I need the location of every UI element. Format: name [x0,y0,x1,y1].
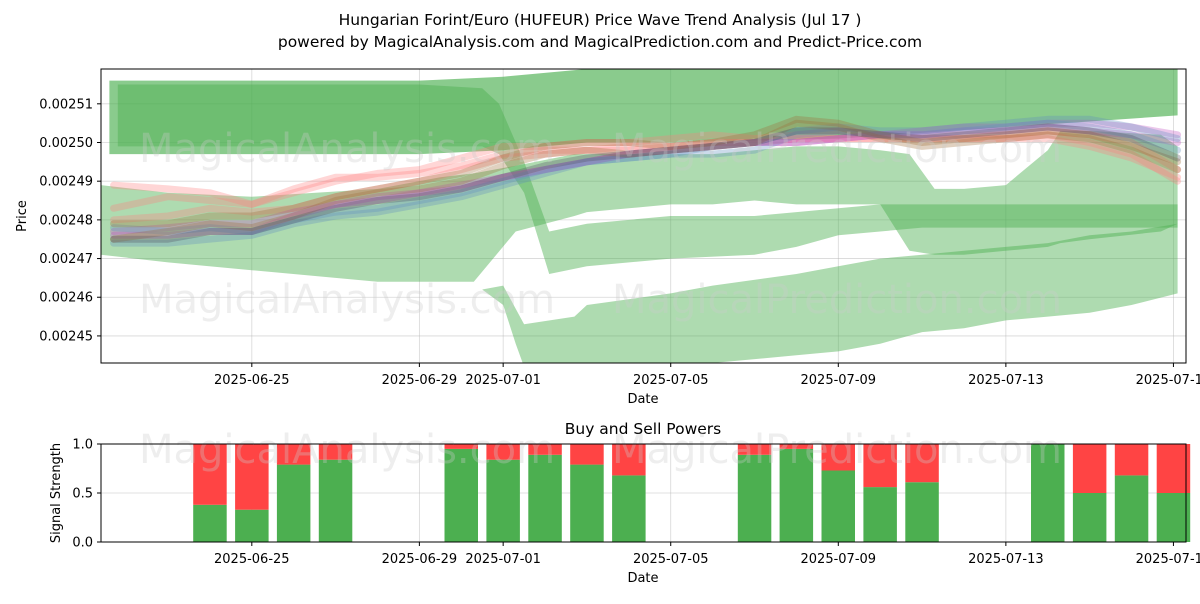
price-x-tick-label: 2025-07-17 [1136,373,1200,388]
sell-bar [1072,444,1107,493]
watermark-analysis-top: MagicalAnalysis.com [139,126,555,172]
buy-bar [1031,444,1065,542]
sell-bar [318,444,353,460]
signal-x-tick-label: 2025-07-01 [465,552,541,567]
buy-bar [863,487,897,542]
price-y-tick-label: 0.00250 [39,136,93,151]
signal-y-axis-label: Signal Strength [49,443,64,543]
signal-x-axis-label: Date [627,571,658,586]
sell-bar [528,444,562,455]
signal-x-tick-label: 2025-07-09 [801,552,877,567]
sell-bar [821,444,855,471]
price-x-tick-label: 2025-06-25 [214,373,290,388]
price-x-tick-label: 2025-06-29 [382,373,458,388]
price-y-tick-label: 0.00249 [39,175,93,190]
price-axis-ticks: 2025-06-25 2025-06-29 2025-07-01 2025-07-05… [39,97,1200,388]
sell-bar [779,444,814,449]
signal-x-tick-label: 2025-07-05 [633,552,709,567]
price-y-tick-label: 0.00248 [39,213,93,228]
sell-bar [570,444,604,465]
price-x-tick-label: 2025-07-01 [465,373,541,388]
buy-bar [444,448,478,542]
buy-bar [1114,475,1149,542]
watermark-prediction-mid: MagicalPrediction.com [612,277,1062,323]
price-series-purple-1 [110,119,1182,239]
sell-bar [612,444,646,476]
sell-bar [486,444,520,460]
buy-bar [612,475,646,542]
price-bands [101,69,1178,363]
chart-title-line1: Hungarian Forint/Euro (HUFEUR) Price Wav… [339,11,862,29]
wave-band-3 [117,84,1178,274]
sell-bar [276,444,311,465]
wave-band-1 [109,69,1178,155]
buy-bar [486,459,520,542]
price-x-tick-label: 2025-07-09 [801,373,877,388]
price-series-pink-2 [110,127,1182,208]
buy-bar [318,459,353,542]
signal-chart-title: Buy and Sell Powers [565,420,722,438]
price-series-blue-1 [110,115,1182,247]
buy-bar [779,448,814,542]
price-series-purple-2 [110,123,1182,235]
signal-y-tick-label: 0.5 [72,487,93,502]
signal-x-tick-label: 2025-06-25 [214,552,290,567]
sell-bar [235,444,269,510]
sell-bar [444,444,478,449]
sell-bar [1114,444,1149,476]
price-series-pink-1 [110,131,1182,212]
watermark-prediction-top: MagicalPrediction.com [612,126,1062,172]
buy-bar [905,482,939,542]
price-series-blue-2 [110,119,1182,235]
buy-bar [821,470,855,542]
price-series-brown-1 [110,119,1182,243]
signal-x-tick-label: 2025-07-13 [968,552,1044,567]
price-y-axis-label: Price [15,200,30,232]
buy-bar [570,464,604,542]
buy-bar [235,509,269,542]
buy-bar [193,504,227,542]
price-y-tick-label: 0.00245 [39,329,93,344]
price-chart: MagicalAnalysis.com MagicalPrediction.co… [15,68,1200,407]
wave-band-2 [101,130,1178,282]
signal-y-tick-label: 0.0 [72,536,93,551]
price-y-tick-label: 0.00247 [39,252,93,267]
buy-bar [276,464,311,542]
price-y-tick-label: 0.00246 [39,291,93,306]
signal-x-tick-label: 2025-07-17 [1136,552,1200,567]
sell-bar [905,444,939,483]
price-series-pink-3 [110,135,1182,224]
signal-bars [193,444,1191,542]
price-x-tick-label: 2025-07-05 [633,373,709,388]
watermark-prediction-bottom: MagicalPrediction.com [612,427,1062,473]
price-x-axis-label: Date [627,392,658,407]
sell-bar [1156,444,1191,493]
chart-title-line2: powered by MagicalAnalysis.com and Magic… [278,33,922,51]
wave-band-4 [377,223,1178,363]
sell-bar [193,444,227,505]
watermark-analysis-bottom: MagicalAnalysis.com [139,427,555,473]
price-series-dark-1 [110,123,1182,243]
watermark-analysis-mid: MagicalAnalysis.com [139,277,555,323]
buy-bar [528,454,562,542]
buy-bar [737,454,772,542]
signal-x-tick-label: 2025-06-29 [382,552,458,567]
signal-y-tick-label: 1.0 [72,438,93,453]
price-plot-frame [100,68,1187,364]
buy-bar [1072,493,1107,542]
sell-bar [737,444,772,455]
signal-axis-ticks: 2025-06-25 2025-06-29 2025-07-01 2025-07-05… [72,438,1200,568]
signal-chart: Buy and Sell Powers MagicalAnalysis.com … [49,420,1200,586]
price-y-tick-label: 0.00251 [39,97,93,112]
price-x-tick-label: 2025-07-13 [968,373,1044,388]
buy-bar [1156,493,1191,542]
price-lines [110,115,1182,247]
price-series-brown-2 [110,115,1182,228]
sell-bar [863,444,897,488]
